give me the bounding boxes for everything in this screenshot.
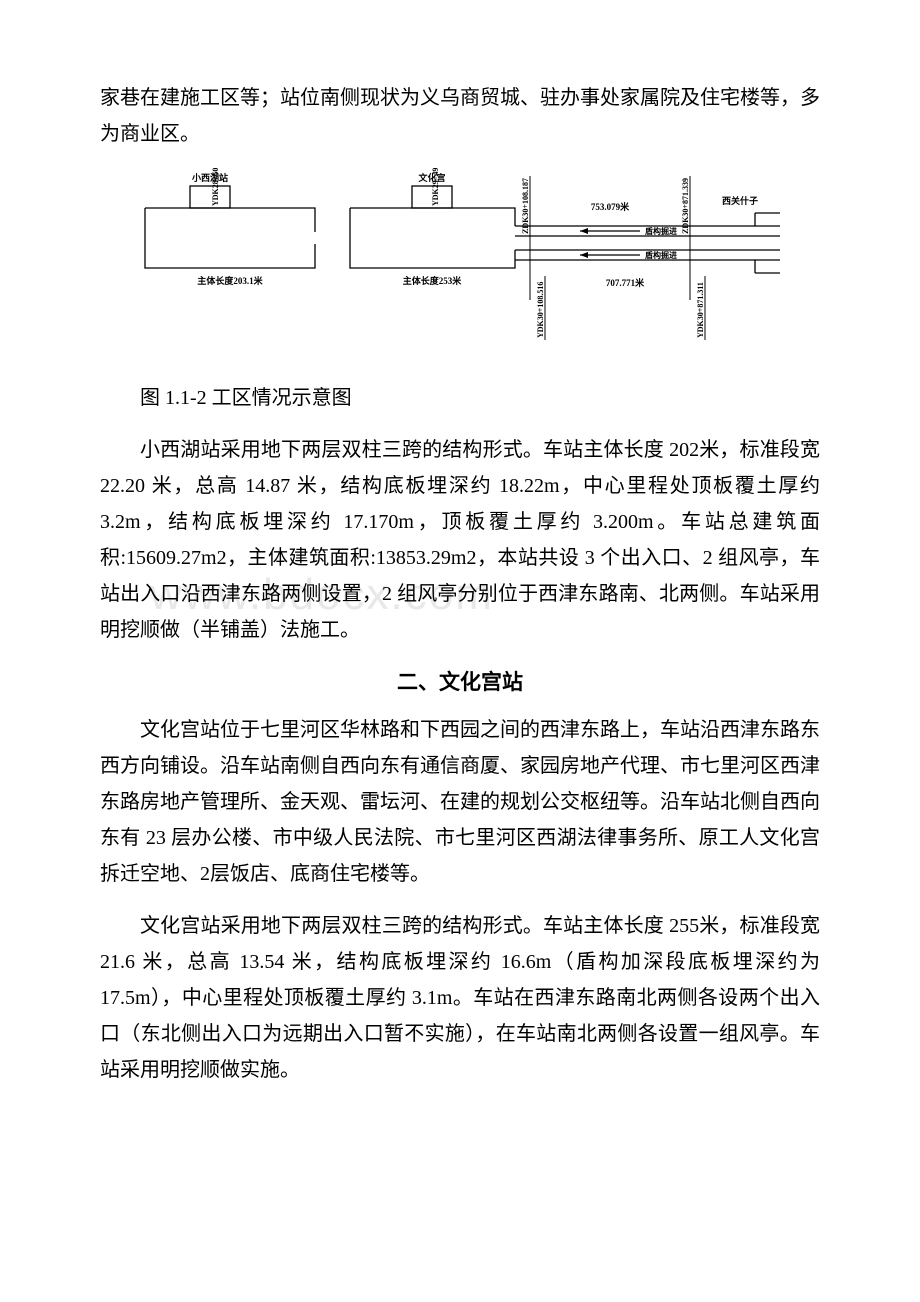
mid-station-bottom-label: 主体长度253米 — [403, 275, 463, 286]
tunnel-arrow-label-2: 盾构掘进 — [645, 250, 677, 260]
paragraph-wenhuagong-1: 文化宫站位于七里河区华林路和下西园之间的西津东路上，车站沿西津东路东西方向铺设。… — [100, 712, 820, 892]
paragraph-wenhuagong-2: 文化宫站采用地下两层双柱三跨的结构形式。车站主体长度 255米，标准段宽 21.… — [100, 908, 820, 1088]
diagram-figure: 小西湖站 YDK28+508.836 主体长度203.1米 文化宫 — [140, 168, 780, 368]
tunnel-distance-top: 753.079米 — [591, 201, 630, 212]
section-2-title: 二、文化宫站 — [100, 666, 820, 696]
mid-station-chainage: YDK29+495.4 — [431, 168, 440, 206]
left-station-top-label: 小西湖站 — [191, 172, 228, 183]
left-station-chainage: YDK28+508.836 — [211, 168, 220, 206]
figure-caption: 图 1.1-2 工区情况示意图 — [100, 380, 820, 416]
left-station-bottom-label: 主体长度203.1米 — [197, 275, 263, 286]
tunnel-arrow-label-1: 盾构掘进 — [645, 226, 677, 236]
right-station-label: 西关什子 — [722, 195, 758, 206]
tunnel-v2: YDK30+108.516 — [536, 282, 545, 338]
tunnel-distance-bottom: 707.771米 — [606, 277, 645, 288]
tunnel-v4: YDK30+871.311 — [696, 282, 705, 338]
paragraph-xiaoxihu: 小西湖站采用地下两层双柱三跨的结构形式。车站主体长度 202米，标准段宽 22.… — [100, 432, 820, 648]
paragraph-top: 家巷在建施工区等；站位南侧现状为义乌商贸城、驻办事处家属院及住宅楼等，多为商业区… — [100, 80, 820, 152]
